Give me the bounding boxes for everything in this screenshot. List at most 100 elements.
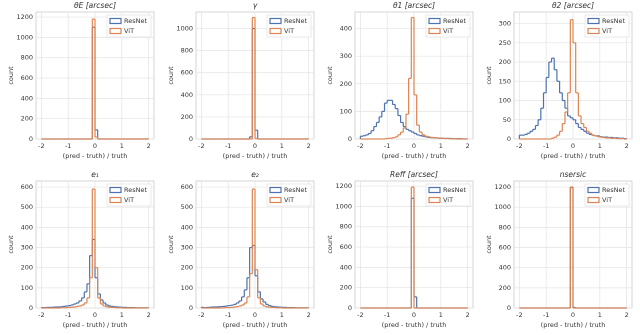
y-tick-label: 0 [29,304,33,312]
panel: 0 200 400 600 800 1000 1200 -2 -1 0 1 2 θE [arcsec] (… [7,1,155,160]
x-axis-label: (pred - truth) / truth [382,321,447,329]
x-tick-label: 0 [253,142,257,150]
x-tick-label: 1 [439,311,443,319]
y-tick-label: 600 [21,183,33,191]
y-tick-label: 400 [181,91,193,99]
legend-swatch [428,27,441,35]
y-tick-label: 400 [21,223,33,231]
y-tick-label: 0 [189,304,193,312]
panel: 0 100 200 300 400 -2 -1 0 1 2 θ1 [arcsec] (pred - t… [326,1,474,160]
legend-swatch [587,17,600,25]
x-tick-label: -2 [357,311,363,319]
y-tick-label: 400 [181,223,193,231]
y-tick-label: 200 [340,80,352,88]
legend-label: ResNet [443,186,466,194]
x-tick-label: 1 [598,142,602,150]
y-tick-label: 400 [340,263,352,271]
x-tick-label: -2 [38,142,44,150]
y-tick-label: 800 [340,223,352,231]
y-tick-label: 200 [181,113,193,121]
legend-label: ViT [284,27,294,35]
legend-swatch [428,196,441,204]
x-tick-label: 0 [412,311,416,319]
y-tick-label: 1000 [494,203,511,211]
y-tick-label: 200 [499,58,511,66]
legend-label: ResNet [124,186,147,194]
x-tick-label: 2 [307,311,311,319]
x-tick-label: 1 [120,142,124,150]
legend-swatch [109,27,122,35]
y-tick-label: 1000 [335,202,352,210]
panel-title: e₁ [91,170,99,179]
panel-title: θE [arcsec] [74,1,116,10]
legend-box [106,14,152,38]
x-axis-label: (pred - truth) / truth [541,321,606,329]
y-axis-label: count [7,66,15,85]
x-tick-label: -1 [384,311,390,319]
y-tick-label: 200 [21,115,33,123]
legend-label: ViT [602,27,612,35]
x-tick-label: 0 [571,142,575,150]
x-axis-label: (pred - truth) / truth [63,152,128,160]
legend-swatch [428,186,441,194]
legend-box [266,14,312,38]
y-axis-label: count [485,66,493,85]
y-tick-label: 200 [181,264,193,272]
legend-label: ViT [443,27,453,35]
panel-title: Reff [arcsec] [390,170,438,179]
y-tick-label: 1200 [16,13,33,21]
x-tick-label: 0 [571,311,575,319]
legend-label: ResNet [443,17,466,25]
x-tick-label: 2 [625,142,629,150]
y-tick-label: 400 [340,25,352,33]
x-tick-label: 1 [280,142,284,150]
panel: 0 200 400 600 800 1000 1200 -2 -1 0 1 2 Reff [arcsec… [326,170,474,329]
x-axis-label: (pred - truth) / truth [541,152,606,160]
legend-swatch [269,196,282,204]
legend-swatch [587,27,600,35]
panel: 0 100 200 300 400 500 600 -2 -1 0 1 2 e₁ (pred - trut… [7,170,155,329]
y-tick-label: 50 [503,116,511,124]
legend-swatch [109,186,122,194]
x-tick-label: 1 [439,142,443,150]
y-tick-label: 100 [21,284,33,292]
legend-swatch [109,17,122,25]
legend-swatch [587,186,600,194]
y-tick-label: 400 [21,94,33,102]
y-tick-label: 300 [181,244,193,252]
y-axis-label: count [7,235,15,254]
x-tick-label: 2 [307,142,311,150]
x-tick-label: -1 [543,311,549,319]
y-tick-label: 300 [499,20,511,28]
x-tick-label: 0 [253,311,257,319]
panel: 0 50 100 150 200 250 300 -2 -1 0 1 2 θ2 [arcsec] (pre… [485,1,633,160]
y-tick-label: 100 [499,97,511,105]
legend-box [425,14,471,38]
legend-label: ResNet [602,17,625,25]
x-tick-label: 0 [93,311,97,319]
x-tick-label: -1 [225,311,231,319]
x-tick-label: 1 [598,311,602,319]
legend-box [266,183,312,207]
y-tick-label: 0 [507,304,511,312]
legend-label: ResNet [602,186,625,194]
y-tick-label: 600 [181,183,193,191]
x-tick-label: -2 [198,311,204,319]
x-tick-label: 1 [280,311,284,319]
y-tick-label: 0 [29,135,33,143]
x-tick-label: 2 [466,142,470,150]
legend-label: ViT [124,196,134,204]
x-tick-label: -2 [516,142,522,150]
legend-swatch [269,27,282,35]
legend-label: ResNet [284,186,307,194]
panel: 0 200 400 600 800 1000 -2 -1 0 1 2 γ (pred - truth) … [167,1,315,160]
legend-label: ResNet [284,17,307,25]
panel-title: θ1 [arcsec] [393,1,435,10]
y-axis-label: count [167,235,175,254]
legend-label: ViT [443,196,453,204]
y-tick-label: 100 [181,284,193,292]
y-tick-label: 0 [507,135,511,143]
x-tick-label: -1 [543,142,549,150]
y-tick-label: 600 [499,244,511,252]
